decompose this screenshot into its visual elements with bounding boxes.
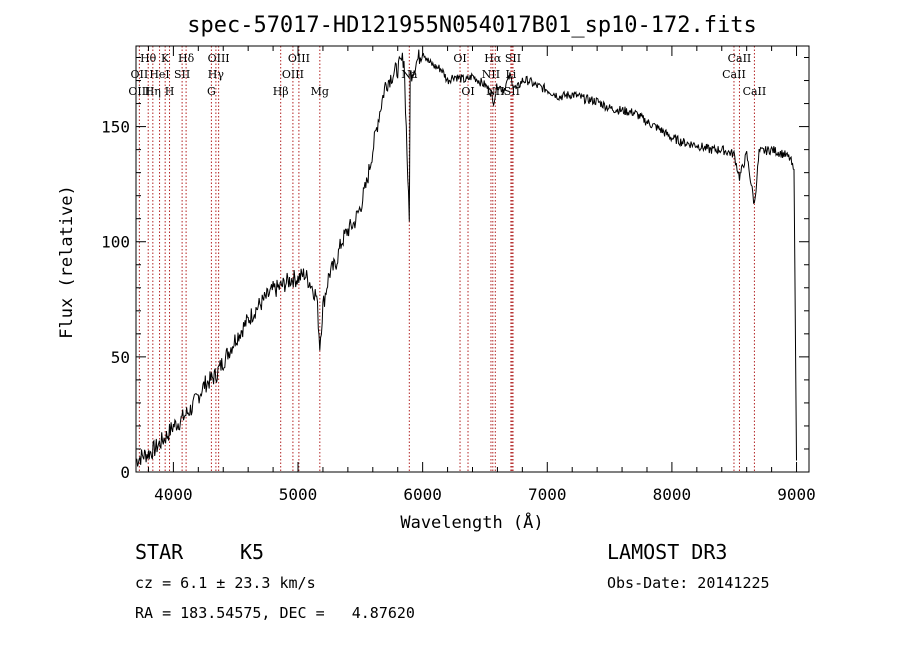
marker-label: Li <box>505 68 516 81</box>
marker-label: CaII <box>722 68 746 81</box>
marker-label: Hα <box>484 52 502 65</box>
object-class: STAR <box>135 540 184 564</box>
x-tick-label: 9000 <box>777 485 816 504</box>
x-tick-label: 5000 <box>279 485 318 504</box>
chart-title: spec-57017-HD121955N054017B01_sp10-172.f… <box>187 13 757 38</box>
marker-label: H <box>165 85 175 98</box>
axis-ticks: 4000 5000 6000 7000 8000 9000 0 50 100 150 <box>101 46 816 504</box>
marker-label: OIII <box>128 85 150 98</box>
marker-label: SII <box>174 68 190 81</box>
marker-label: Hδ <box>178 52 195 65</box>
marker-label: OIII <box>282 68 304 81</box>
x-tick-label: 8000 <box>653 485 692 504</box>
x-tick-label: 7000 <box>528 485 567 504</box>
spectrum-line <box>135 49 797 467</box>
coordinates-readout: RA = 183.54575, DEC = 4.87620 <box>135 604 415 622</box>
marker-label: Hη <box>145 85 161 98</box>
marker-label: K <box>161 52 170 65</box>
marker-label: Hβ <box>273 85 289 98</box>
marker-label: CaII <box>728 52 752 65</box>
marker-label: Hθ <box>140 52 157 65</box>
y-tick-label: 0 <box>120 463 130 482</box>
marker-label: OIII <box>208 52 230 65</box>
marker-label: G <box>207 85 216 98</box>
marker-label: Hγ <box>208 68 225 81</box>
x-tick-label: 4000 <box>154 485 193 504</box>
x-tick-label: 6000 <box>403 485 442 504</box>
marker-label: OII <box>131 68 149 81</box>
marker-label: OIII <box>288 52 310 65</box>
y-axis-label: Flux (relative) <box>57 185 77 339</box>
x-axis-label: Wavelength (Å) <box>400 511 543 533</box>
marker-label: OI <box>461 85 474 98</box>
marker-label: NII <box>482 68 500 81</box>
y-tick-label: 150 <box>101 118 130 137</box>
marker-label: OI <box>453 52 466 65</box>
y-tick-label: 50 <box>111 348 130 367</box>
survey-name: LAMOST DR3 <box>607 540 728 564</box>
plot-frame <box>135 45 810 473</box>
marker-label: HeI <box>149 68 169 81</box>
marker-label: SII <box>504 85 520 98</box>
line-markers: Hθ OII OIII K HeI Hη SII H Hδ OIII Hγ G OIII OIII Hβ Mg… <box>128 46 766 472</box>
obs-date: Obs-Date: 20141225 <box>607 574 770 592</box>
object-subclass: K5 <box>240 540 265 564</box>
y-tick-label: 100 <box>101 233 130 252</box>
redshift-readout: cz = 6.1 ± 23.3 km/s <box>135 574 316 592</box>
marker-label: SII <box>505 52 521 65</box>
marker-label: Mg <box>311 85 329 98</box>
spectrum-series <box>135 49 797 467</box>
marker-label: CaII <box>743 85 767 98</box>
